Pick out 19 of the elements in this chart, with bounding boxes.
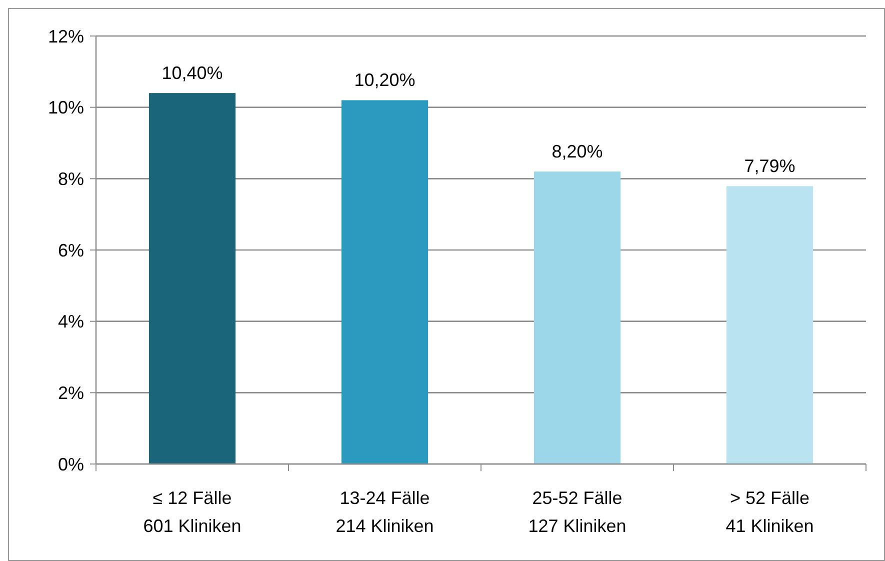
x-tick-label: ≤ 12 Fälle 601 Kliniken: [143, 488, 242, 536]
data-label: 7,79%: [744, 156, 796, 176]
bar: [726, 186, 814, 464]
y-tick-label: 2%: [58, 382, 84, 403]
bar: [341, 100, 428, 464]
data-label: 8,20%: [552, 142, 603, 162]
y-tick-label: 4%: [58, 312, 84, 332]
y-tick-label: 10%: [48, 98, 84, 118]
y-tick-label: 8%: [58, 168, 84, 189]
y-tick-label: 6%: [58, 240, 84, 260]
data-label: 10,20%: [354, 70, 416, 90]
x-tick-label: 13-24 Fälle 214 Kliniken: [336, 488, 434, 536]
bar: [148, 93, 236, 464]
x-tick-label: 25-52 Fälle 127 Kliniken: [528, 488, 626, 536]
y-tick-label: 0%: [58, 454, 84, 474]
bar: [534, 172, 621, 464]
x-tick-label: > 52 Fälle 41 Kliniken: [726, 488, 814, 536]
data-label: 10,40%: [162, 63, 223, 84]
y-tick-label: 12%: [48, 26, 84, 46]
